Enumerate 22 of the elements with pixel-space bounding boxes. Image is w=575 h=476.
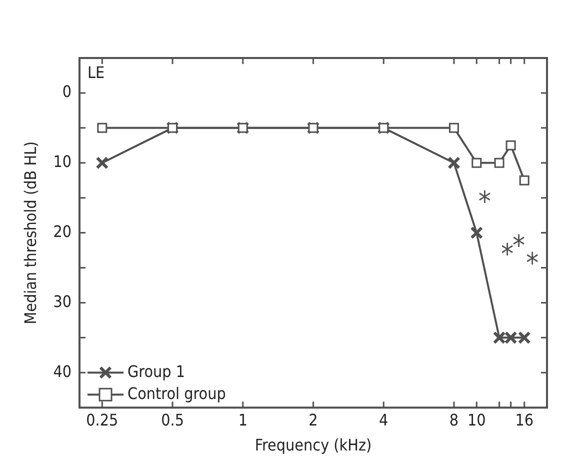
x-axis-title: Frequency (kHz) <box>254 436 372 455</box>
x-tick-label: 8 <box>449 410 459 430</box>
annotation: * <box>526 246 539 280</box>
y-tick-label: 0 <box>62 82 72 102</box>
y-tick-label: 10 <box>53 152 72 172</box>
x-tick-label: 10 <box>467 410 486 430</box>
legend-label: Group 1 <box>128 362 186 381</box>
legend-label: Control group <box>128 384 226 403</box>
y-axis-title: Median threshold (dB HL) <box>20 141 40 324</box>
x-tick-label: 0.5 <box>161 410 184 430</box>
x-tick-label: 4 <box>379 410 388 430</box>
y-tick-label: 30 <box>53 292 72 311</box>
y-tick-label: 40 <box>53 362 72 381</box>
annotation: * <box>512 228 526 262</box>
y-tick-label: 20 <box>53 222 72 241</box>
x-tick-label: 1 <box>238 410 248 430</box>
x-tick-label: 0.25 <box>86 410 118 430</box>
x-tick-label: 16 <box>515 410 534 430</box>
annotation: * <box>478 185 491 218</box>
annotation: * <box>500 238 514 271</box>
annotation: LE <box>88 63 105 82</box>
x-tick-label: 2 <box>308 410 318 430</box>
